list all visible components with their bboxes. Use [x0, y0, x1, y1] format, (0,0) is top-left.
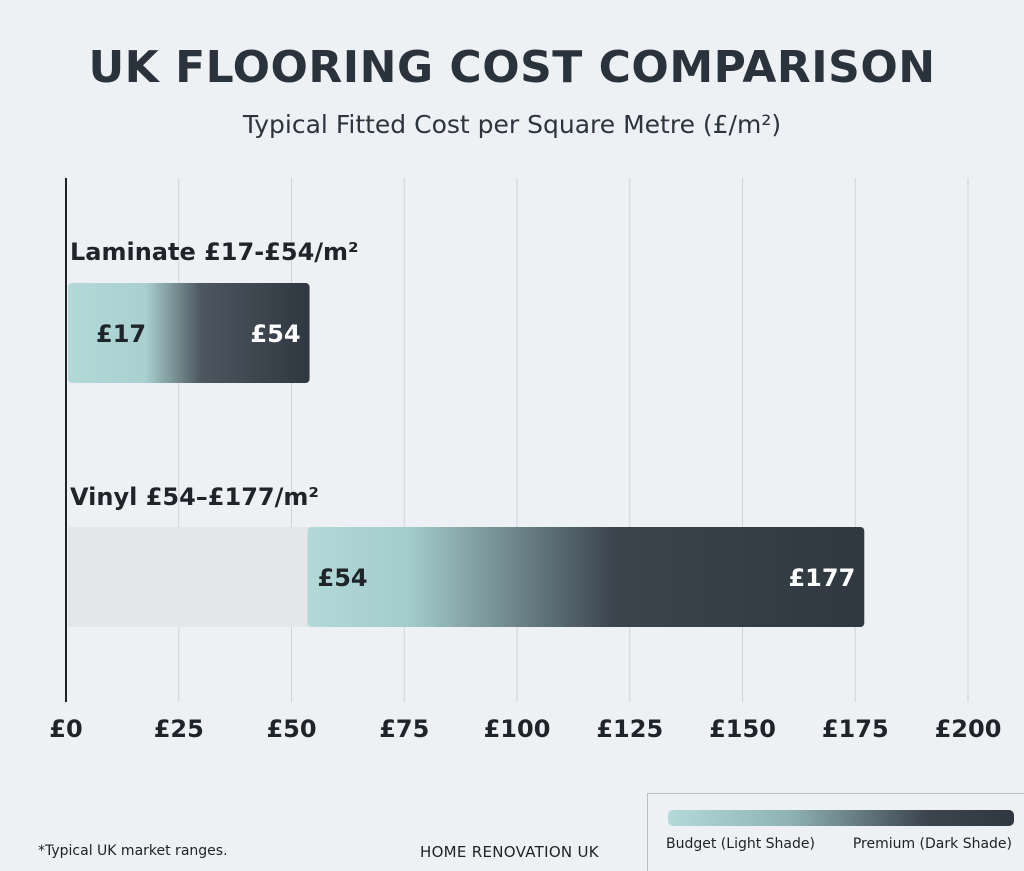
range-bar	[68, 283, 310, 383]
brand-label: HOME RENOVATION UK	[420, 843, 599, 861]
x-tick-label: £175	[822, 715, 889, 743]
x-tick-label: £125	[596, 715, 663, 743]
x-tick-label: £150	[709, 715, 776, 743]
chart-title: UK FLOORING COST COMPARISON	[88, 42, 936, 93]
footnote: *Typical UK market ranges.	[38, 843, 228, 859]
x-tick-label: £25	[154, 715, 204, 743]
x-tick-label: £50	[266, 715, 316, 743]
bar-category-label: Vinyl £54–£177/m²	[70, 483, 319, 511]
legend-gradient-bar	[668, 810, 1014, 826]
range-bar	[307, 527, 865, 627]
x-tick-label: £100	[484, 715, 551, 743]
bar-low-value-label: £17	[96, 320, 146, 348]
cost-range-chart: Laminate £17-£54/m² £17 £54 Vinyl £54–£177/…	[49, 178, 1002, 743]
bar-high-value-label: £54	[250, 320, 300, 348]
legend-premium-label: Premium (Dark Shade)	[852, 836, 1012, 852]
legend: Budget (Light Shade) Premium (Dark Shade…	[647, 793, 1024, 871]
bar-category-label: Laminate £17-£54/m²	[70, 238, 359, 266]
chart-subtitle: Typical Fitted Cost per Square Metre (£/…	[242, 110, 782, 139]
x-tick-label: £0	[49, 715, 82, 743]
x-tick-label: £200	[935, 715, 1002, 743]
legend-budget-label: Budget (Light Shade)	[666, 836, 815, 852]
x-tick-label: £75	[379, 715, 429, 743]
bar-high-value-label: £177	[788, 564, 855, 592]
bar-low-value-label: £54	[318, 564, 368, 592]
